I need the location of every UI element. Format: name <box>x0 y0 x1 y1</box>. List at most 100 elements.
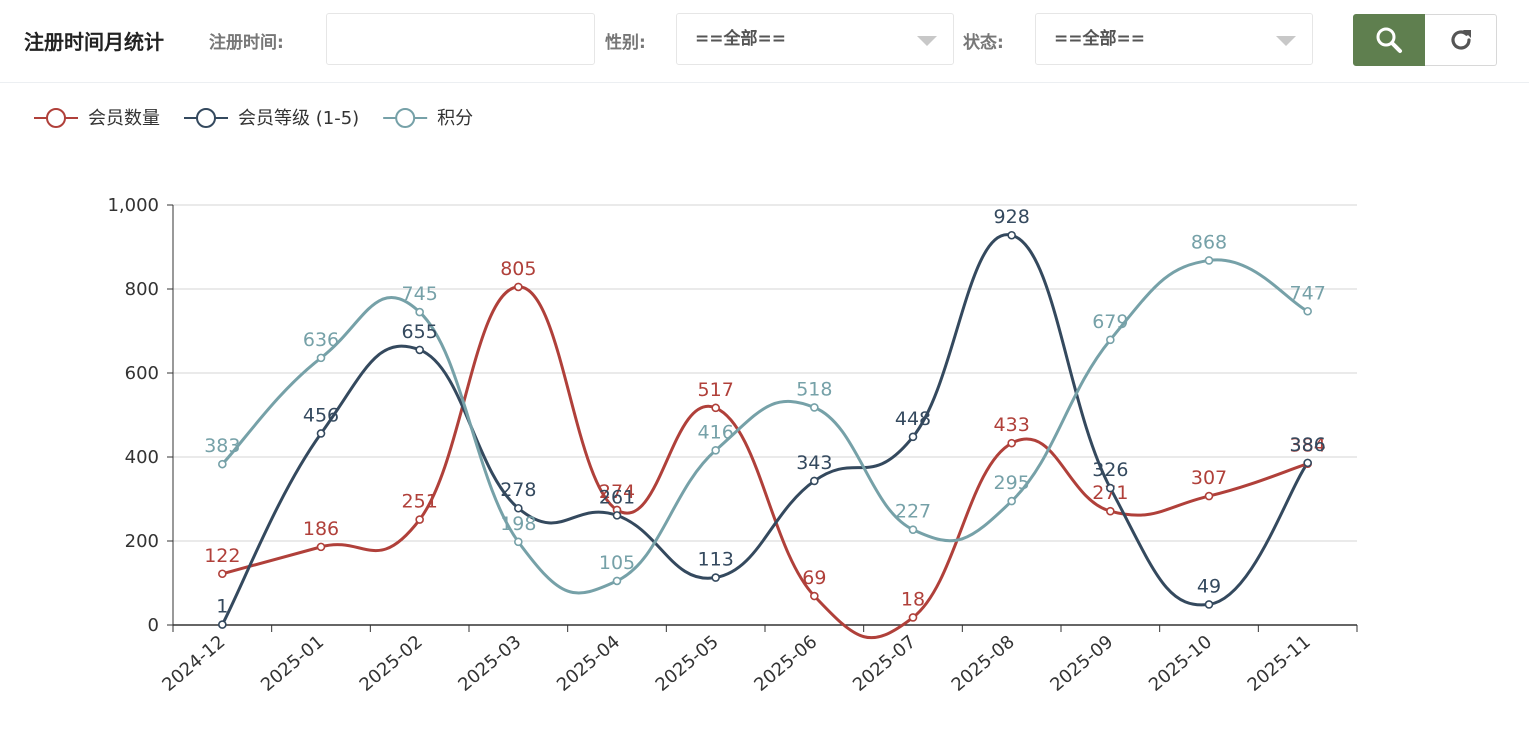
gender-label: 性别: <box>605 33 646 53</box>
data-point-0 <box>810 591 819 601</box>
data-label-0: 805 <box>500 258 536 280</box>
x-tick-label: 2025-05 <box>652 631 723 695</box>
data-label-0: 18 <box>901 588 925 610</box>
series-line-1 <box>221 233 1309 626</box>
data-label-0: 186 <box>303 518 339 540</box>
data-point-2 <box>711 445 720 455</box>
data-point-1 <box>218 620 227 629</box>
data-label-2: 227 <box>895 501 931 523</box>
data-label-2: 679 <box>1092 311 1128 333</box>
data-label-0: 433 <box>994 414 1030 436</box>
y-tick-label: 600 <box>125 363 159 384</box>
data-label-1: 343 <box>796 452 832 474</box>
legend-label: 积分 <box>437 108 473 129</box>
data-label-1: 386 <box>1290 434 1326 456</box>
legend-label: 会员等级 (1-5) <box>238 108 359 129</box>
legend-item-1[interactable]: 会员等级 (1-5) <box>184 108 359 129</box>
page-title: 注册时间月统计 <box>24 30 164 54</box>
gender-select[interactable]: ==全部== <box>676 13 954 65</box>
data-point-1 <box>1106 483 1115 493</box>
data-label-0: 69 <box>802 567 826 589</box>
x-tick-label: 2025-10 <box>1145 631 1216 695</box>
data-label-1: 261 <box>599 486 635 508</box>
data-point-0 <box>711 403 720 413</box>
x-tick-label: 2025-07 <box>849 631 920 695</box>
data-label-1: 113 <box>698 549 734 571</box>
data-point-0 <box>1106 506 1115 516</box>
status-label: 状态: <box>963 33 1004 53</box>
series-line-0 <box>221 285 1309 640</box>
data-label-1: 49 <box>1197 575 1221 597</box>
data-label-0: 274 <box>599 481 635 503</box>
y-tick-label: 800 <box>125 279 159 300</box>
data-label-2: 747 <box>1290 282 1326 304</box>
data-label-0: 251 <box>402 491 438 513</box>
data-point-1 <box>1303 458 1312 468</box>
legend-marker-icon <box>196 108 216 128</box>
data-label-2: 518 <box>796 378 832 400</box>
data-label-1: 655 <box>402 321 438 343</box>
gender-select-value: ==全部== <box>695 29 786 49</box>
chevron-down-icon <box>917 36 937 46</box>
data-point-2 <box>1106 335 1115 345</box>
reg-time-input[interactable] <box>326 13 595 65</box>
data-point-2 <box>908 525 918 534</box>
data-label-2: 868 <box>1191 231 1227 253</box>
data-label-1: 928 <box>994 206 1030 228</box>
data-label-2: 416 <box>698 421 734 443</box>
data-point-0 <box>514 282 523 292</box>
search-button[interactable] <box>1353 14 1425 66</box>
legend-label: 会员数量 <box>88 108 160 129</box>
data-point-2 <box>514 537 523 547</box>
data-label-0: 307 <box>1191 467 1227 489</box>
data-label-1: 456 <box>303 404 339 426</box>
x-tick-label: 2024-12 <box>158 631 229 695</box>
data-point-1 <box>711 573 720 582</box>
data-point-0 <box>415 515 424 524</box>
data-label-2: 383 <box>204 435 240 457</box>
data-label-1: 278 <box>500 479 536 501</box>
x-tick-label: 2025-01 <box>257 631 328 695</box>
data-point-2 <box>1007 496 1016 506</box>
legend-item-0[interactable]: 会员数量 <box>34 108 160 129</box>
data-point-1 <box>1204 600 1214 609</box>
filter-toolbar: 注册时间月统计 注册时间: 性别: ==全部== 状态: ==全部== <box>0 0 1529 83</box>
series-line-2 <box>221 258 1309 595</box>
refresh-button[interactable] <box>1425 14 1497 66</box>
data-label-0: 384 <box>1290 435 1326 457</box>
data-point-1 <box>415 345 424 355</box>
data-point-1 <box>612 511 622 520</box>
legend-item-2[interactable]: 积分 <box>383 108 473 129</box>
data-point-2 <box>1303 306 1312 316</box>
y-tick-label: 200 <box>125 531 159 552</box>
legend-marker-icon <box>395 108 416 128</box>
status-select-value: ==全部== <box>1054 29 1145 49</box>
data-point-1 <box>810 476 819 486</box>
data-point-2 <box>316 353 326 363</box>
data-label-0: 122 <box>204 545 240 567</box>
y-tick-label: 0 <box>148 615 159 636</box>
data-point-2 <box>1204 256 1214 265</box>
y-tick-label: 1,000 <box>107 195 159 216</box>
data-point-0 <box>1007 438 1016 448</box>
status-select[interactable]: ==全部== <box>1035 13 1313 65</box>
data-point-1 <box>514 503 523 513</box>
search-icon <box>1376 27 1402 53</box>
data-label-0: 271 <box>1092 482 1128 504</box>
x-tick-label: 2025-09 <box>1046 631 1117 695</box>
data-point-1 <box>316 429 326 438</box>
data-point-2 <box>810 403 819 412</box>
x-tick-label: 2025-06 <box>750 631 821 695</box>
data-label-1: 448 <box>895 408 931 430</box>
data-point-0 <box>316 542 326 552</box>
data-label-1: 326 <box>1092 459 1128 481</box>
data-point-2 <box>218 459 227 469</box>
x-tick-label: 2025-03 <box>454 631 525 695</box>
data-label-2: 198 <box>500 513 536 535</box>
x-tick-label: 2025-02 <box>356 631 427 695</box>
data-point-2 <box>415 307 424 317</box>
refresh-icon <box>1450 30 1471 50</box>
data-label-2: 295 <box>994 472 1030 494</box>
x-tick-label: 2025-08 <box>948 631 1019 695</box>
registration-line-chart: 会员数量 会员等级 (1-5) 积分 0 200 400 600 800 1,000 2024-1… <box>34 108 1358 696</box>
